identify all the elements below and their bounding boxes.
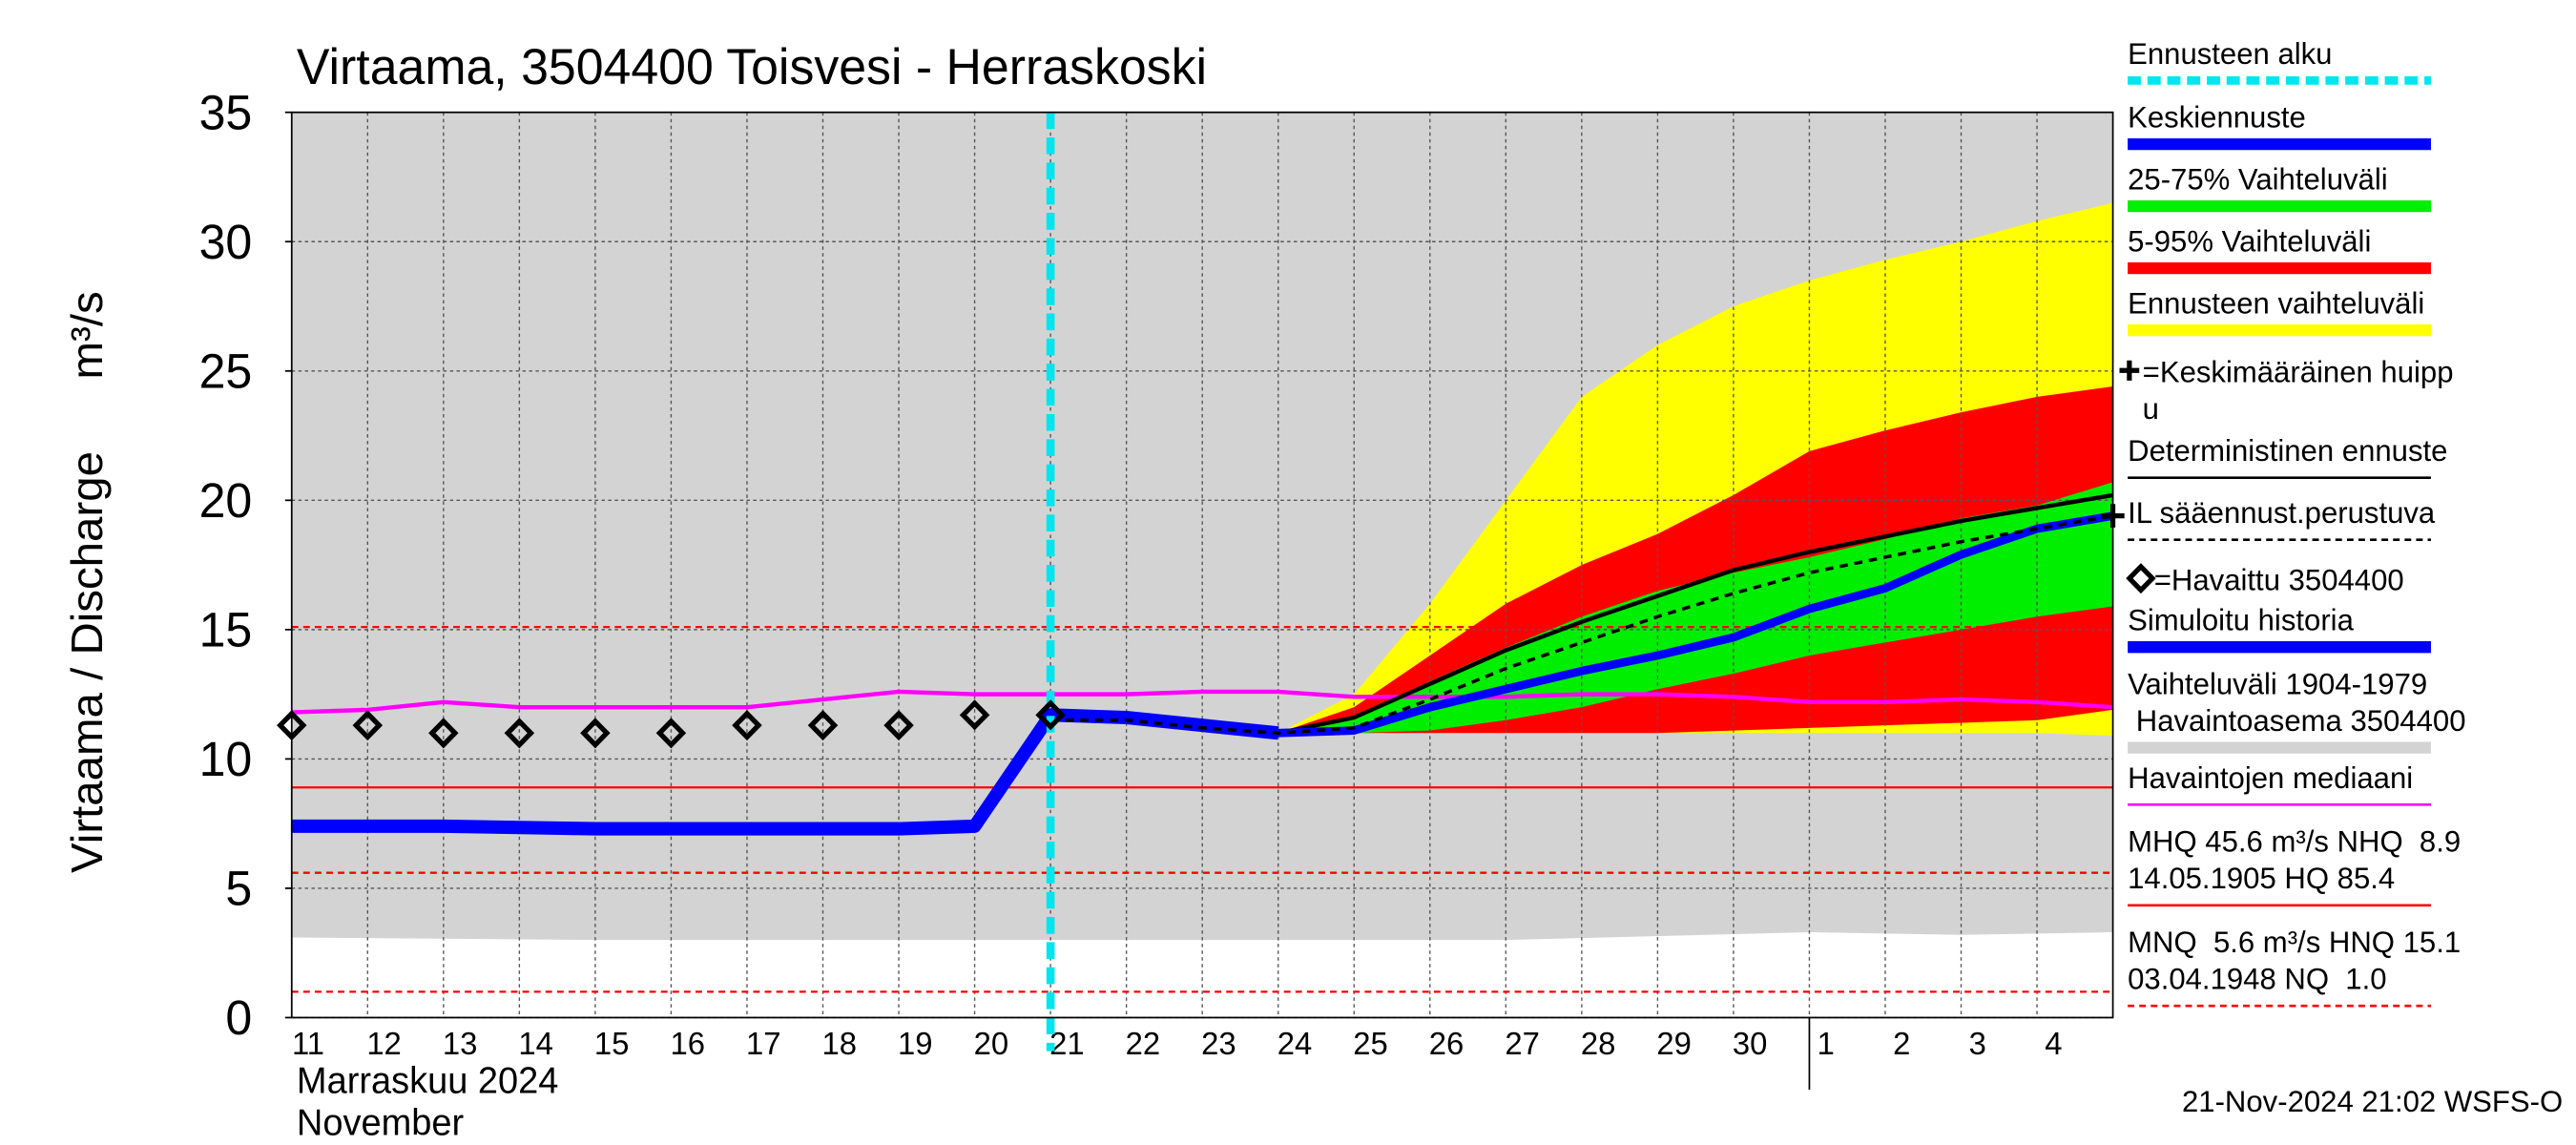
- x-tick-label: 29: [1656, 1027, 1691, 1062]
- legend-label: Havaintojen mediaani: [2128, 761, 2413, 795]
- x-tick-label: 16: [670, 1027, 704, 1062]
- x-tick-label: 27: [1505, 1027, 1539, 1062]
- legend-marker: [2119, 360, 2140, 381]
- legend-label: 14.05.1905 HQ 85.4: [2128, 862, 2395, 895]
- y-tick-label: 20: [199, 473, 253, 528]
- x-tick-label: 19: [898, 1027, 932, 1062]
- y-axis-label: Virtaama / Discharge: [61, 451, 112, 873]
- x-tick-label: 15: [594, 1027, 629, 1062]
- x-tick-label: 24: [1278, 1027, 1312, 1062]
- legend-label: MNQ 5.6 m³/s HNQ 15.1: [2128, 926, 2461, 959]
- legend-label: Keskiennuste: [2128, 100, 2306, 134]
- legend-label: MHQ 45.6 m³/s NHQ 8.9: [2128, 824, 2461, 858]
- observed-point: [655, 718, 687, 749]
- observed-point: [580, 718, 611, 749]
- y-tick-label: 30: [199, 214, 253, 268]
- x-tick-label: 2: [1893, 1027, 1910, 1062]
- y-tick-label: 35: [199, 85, 253, 139]
- x-tick-label: 26: [1429, 1027, 1464, 1062]
- y-tick-label: 15: [199, 602, 253, 656]
- x-tick-label: 30: [1733, 1027, 1767, 1062]
- series-line: [291, 689, 2113, 715]
- unit-label: m³/s: [61, 291, 112, 379]
- observed-point: [352, 710, 384, 741]
- legend-label: =Havaittu 3504400: [2154, 563, 2404, 596]
- legend-label: 25-75% Vaihteluväli: [2128, 162, 2388, 196]
- x-tick-label: 14: [518, 1027, 552, 1062]
- footer: 21-Nov-2024 21:02 WSFS-O: [2182, 1085, 2563, 1118]
- x-tick-label: 22: [1126, 1027, 1160, 1062]
- x-tick-label: 17: [746, 1027, 780, 1062]
- y-tick-label: 5: [225, 861, 252, 915]
- x-tick-label: 12: [366, 1027, 401, 1062]
- legend-label: Simuloitu historia: [2128, 603, 2354, 636]
- legend-label: Deterministinen ennuste: [2128, 434, 2447, 468]
- legend-label: Vaihteluväli 1904-1979: [2128, 667, 2427, 700]
- legend-marker: [2126, 563, 2156, 594]
- x-tick-label: 28: [1581, 1027, 1615, 1062]
- x-tick-label: 11: [292, 1027, 324, 1062]
- y-tick-label: 25: [199, 344, 253, 398]
- x-tick-label: 23: [1201, 1027, 1236, 1062]
- plot: [291, 112, 2114, 1019]
- x-tick-label: 4: [2045, 1027, 2062, 1062]
- chart-title: Virtaama, 3504400 Toisvesi - Herraskoski: [297, 39, 1207, 94]
- observed-point: [428, 718, 459, 749]
- legend-label: Ennusteen alku: [2128, 37, 2332, 71]
- x-tick-label: 13: [443, 1027, 477, 1062]
- legend-label: u: [2143, 392, 2159, 426]
- x-tick-label: 18: [822, 1027, 857, 1062]
- legend-label: Ennusteen vaihteluväli: [2128, 286, 2424, 320]
- x-tick-label: 21: [1049, 1027, 1084, 1062]
- observed-point: [959, 699, 990, 731]
- observed-point: [883, 710, 914, 741]
- x-tick-label: 1: [1818, 1027, 1835, 1062]
- legend-label: =Keskimääräinen huipp: [2143, 355, 2454, 388]
- y-tick-label: 10: [199, 732, 253, 786]
- observed-point: [504, 718, 535, 749]
- x-tick-label: 25: [1353, 1027, 1387, 1062]
- x-tick-label: 20: [974, 1027, 1008, 1062]
- observed-point: [1035, 699, 1066, 731]
- plot-frame: [290, 111, 2114, 1019]
- y-tick-label: 0: [225, 990, 252, 1045]
- x-tick-label: 3: [1969, 1027, 1986, 1062]
- observed-point: [807, 710, 839, 741]
- legend-label: 03.04.1948 NQ 1.0: [2128, 962, 2386, 995]
- legend-label: 5-95% Vaihteluväli: [2128, 224, 2371, 258]
- month-label: November: [297, 1102, 464, 1143]
- observed-point: [732, 710, 762, 741]
- legend-label: Havaintoasema 3504400: [2128, 704, 2465, 738]
- month-label: Marraskuu 2024: [297, 1060, 559, 1101]
- series-line: [1049, 511, 2114, 738]
- legend-label: IL sääennust.perustuva: [2128, 496, 2436, 530]
